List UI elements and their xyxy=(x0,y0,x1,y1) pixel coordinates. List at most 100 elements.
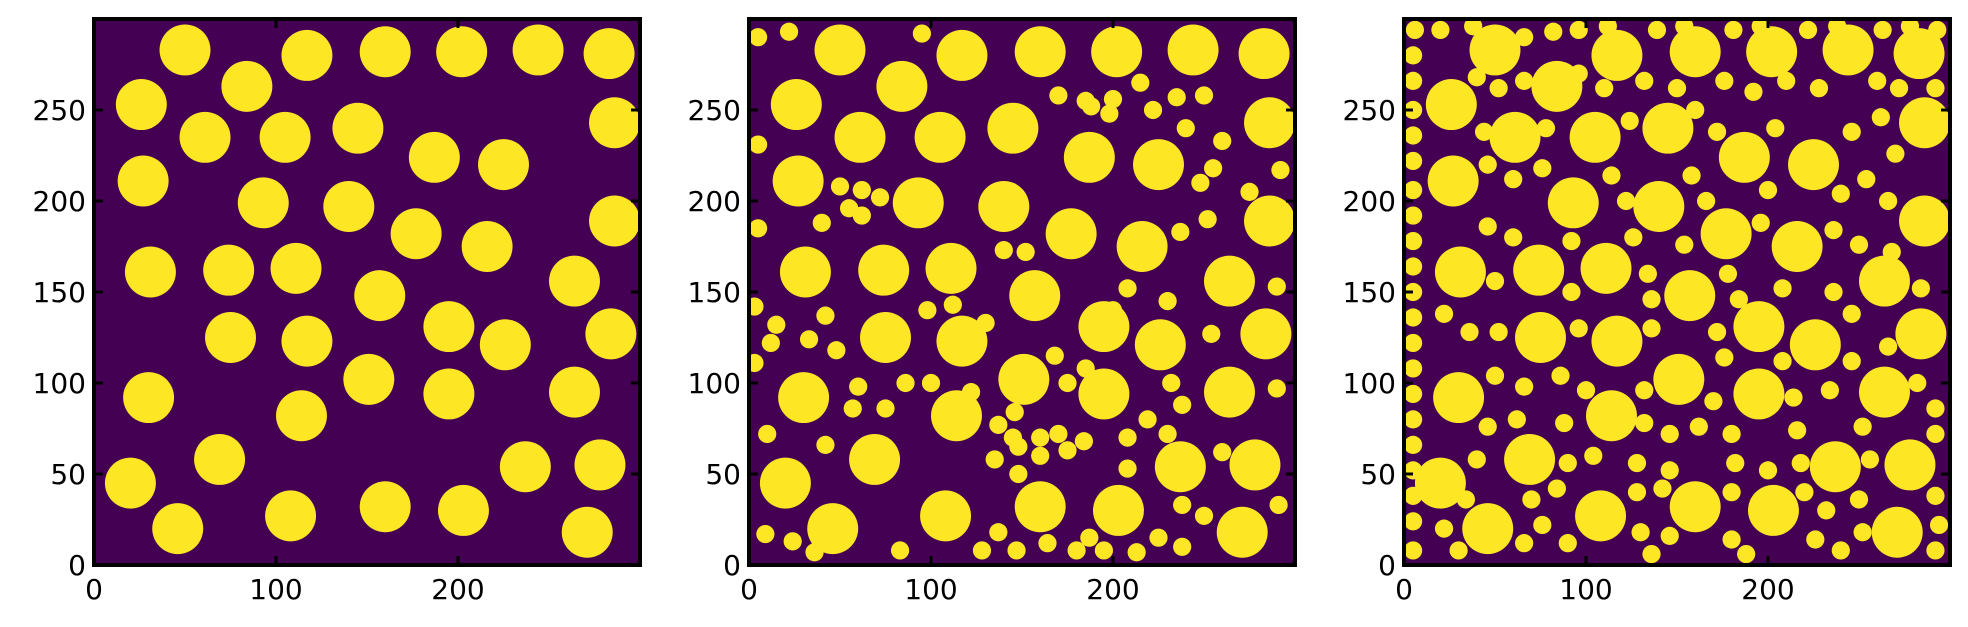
y-tick-label: 100 xyxy=(33,367,86,400)
particle xyxy=(1474,122,1494,141)
particle xyxy=(1533,515,1552,535)
particle xyxy=(749,135,768,154)
particle xyxy=(816,435,835,454)
particle xyxy=(589,97,640,149)
particle xyxy=(1747,484,1799,536)
particle xyxy=(1591,315,1643,367)
particle xyxy=(1131,73,1150,92)
particle xyxy=(783,532,802,551)
particle-layer xyxy=(1404,19,1950,564)
particle xyxy=(194,433,246,485)
x-tick-label: 0 xyxy=(1395,573,1413,606)
y-tick-label: 250 xyxy=(1343,94,1396,127)
particle xyxy=(1414,457,1466,509)
particle xyxy=(998,353,1050,405)
particle xyxy=(499,441,551,493)
particle xyxy=(1868,71,1887,90)
x-tick-label: 100 xyxy=(904,573,957,606)
particle xyxy=(1078,368,1130,420)
particle xyxy=(1544,22,1563,41)
particle xyxy=(1675,235,1694,254)
particle xyxy=(205,312,256,363)
particle xyxy=(767,315,786,334)
particle xyxy=(1031,428,1050,447)
particle xyxy=(1271,160,1290,180)
particle xyxy=(1425,79,1477,131)
particle xyxy=(918,301,937,320)
particle xyxy=(1058,441,1077,460)
x-tick-label: 0 xyxy=(740,573,758,606)
particle xyxy=(858,244,910,296)
particle xyxy=(1569,319,1588,338)
particle xyxy=(1240,308,1292,360)
particle xyxy=(985,450,1004,469)
particle xyxy=(1882,242,1901,262)
particle xyxy=(1746,26,1798,78)
particle xyxy=(1103,301,1123,320)
particle xyxy=(1143,100,1163,120)
particle xyxy=(1485,271,1505,291)
particle xyxy=(1788,421,1807,440)
particle xyxy=(221,60,273,112)
particle xyxy=(1635,71,1654,90)
particle xyxy=(1138,410,1157,429)
particle xyxy=(1899,195,1950,247)
particle xyxy=(437,484,489,536)
particle xyxy=(1404,359,1423,378)
particle xyxy=(1558,534,1577,553)
x-tick-label: 100 xyxy=(249,573,302,606)
particle xyxy=(1404,410,1423,429)
particle xyxy=(1213,131,1232,151)
particle xyxy=(1082,97,1101,116)
particle xyxy=(1569,64,1588,83)
particle xyxy=(354,270,406,322)
particle xyxy=(756,524,775,544)
particle xyxy=(1038,534,1057,553)
particle xyxy=(1638,264,1657,283)
particle xyxy=(1744,82,1763,101)
x-tick-label: 200 xyxy=(1741,573,1794,606)
particle xyxy=(1707,322,1727,342)
particle xyxy=(1515,534,1534,553)
particle xyxy=(1795,483,1814,502)
particle xyxy=(1005,403,1024,422)
particle xyxy=(1635,381,1654,400)
particle xyxy=(1857,170,1876,189)
particle xyxy=(1158,424,1177,444)
particle xyxy=(1267,379,1286,398)
particle xyxy=(1404,151,1423,171)
particle xyxy=(1873,20,1892,40)
particle xyxy=(1204,366,1255,418)
x-tick-label: 0 xyxy=(85,573,103,606)
particle xyxy=(1555,413,1574,433)
particle xyxy=(1715,348,1734,367)
particle xyxy=(870,188,890,207)
particle xyxy=(1434,304,1454,323)
particle xyxy=(1118,428,1137,447)
particle xyxy=(1213,443,1232,462)
particle xyxy=(1642,102,1694,154)
particle xyxy=(1562,231,1581,251)
particle xyxy=(1100,104,1119,123)
particle xyxy=(1269,495,1288,515)
particle xyxy=(1049,86,1068,105)
particle xyxy=(1558,453,1577,473)
particle xyxy=(1404,461,1423,480)
particle xyxy=(1733,301,1785,353)
particle xyxy=(843,399,862,418)
particle xyxy=(1777,71,1796,90)
particle xyxy=(1586,390,1637,442)
particle xyxy=(1627,483,1647,502)
particle xyxy=(104,457,156,509)
particle xyxy=(860,312,911,363)
particle xyxy=(423,368,475,420)
x-tick-label: 100 xyxy=(1559,573,1612,606)
particle xyxy=(1063,131,1115,183)
particle xyxy=(1404,384,1423,404)
particle xyxy=(1758,461,1778,480)
particle xyxy=(1204,255,1255,307)
particle xyxy=(1773,279,1792,298)
particle xyxy=(1404,180,1423,200)
particle xyxy=(478,139,529,191)
particle xyxy=(1014,26,1066,78)
